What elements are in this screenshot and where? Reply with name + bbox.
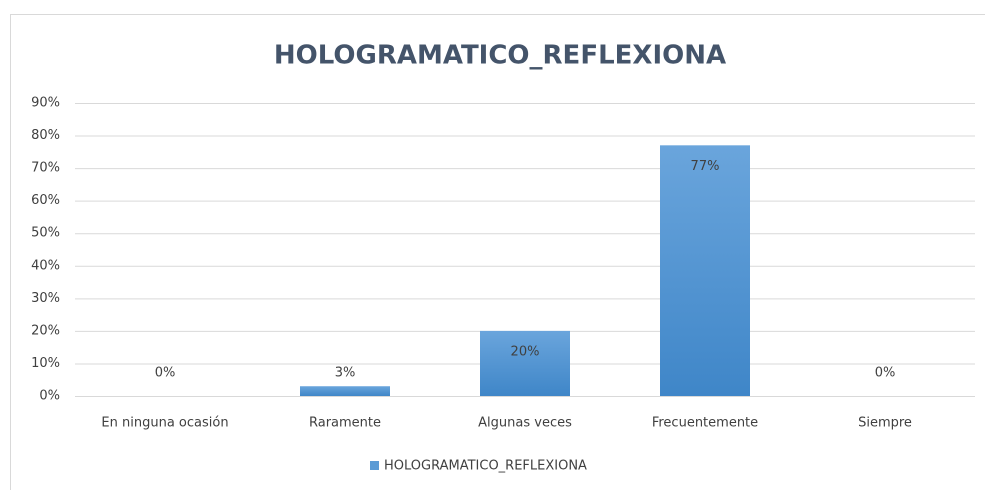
y-tick-label: 0% bbox=[39, 389, 60, 404]
y-tick-label: 40% bbox=[31, 258, 60, 273]
data-label: 3% bbox=[335, 366, 356, 381]
y-tick-label: 90% bbox=[31, 96, 60, 111]
data-label: 0% bbox=[155, 366, 176, 381]
x-tick-label: Frecuentemente bbox=[652, 416, 758, 431]
y-tick-label: 80% bbox=[31, 128, 60, 143]
y-tick-label: 10% bbox=[31, 356, 60, 371]
y-tick-label: 50% bbox=[31, 226, 60, 241]
y-tick-label: 20% bbox=[31, 323, 60, 338]
y-tick-label: 70% bbox=[31, 161, 60, 176]
data-label: 0% bbox=[875, 366, 896, 381]
bar bbox=[300, 386, 390, 396]
data-label: 77% bbox=[691, 159, 720, 174]
x-tick-label: Siempre bbox=[858, 416, 912, 431]
legend-swatch bbox=[370, 461, 379, 470]
data-label: 20% bbox=[511, 344, 540, 359]
chart-border bbox=[10, 14, 985, 490]
legend-label: HOLOGRAMATICO_REFLEXIONA bbox=[384, 459, 587, 474]
chart-title: HOLOGRAMATICO_REFLEXIONA bbox=[274, 41, 726, 71]
y-tick-label: 60% bbox=[31, 193, 60, 208]
x-tick-label: Raramente bbox=[309, 416, 381, 431]
x-tick-label: Algunas veces bbox=[478, 416, 572, 431]
bar bbox=[480, 330, 570, 396]
x-tick-label: En ninguna ocasión bbox=[101, 416, 228, 431]
y-tick-label: 30% bbox=[31, 291, 60, 306]
bar bbox=[660, 145, 750, 396]
